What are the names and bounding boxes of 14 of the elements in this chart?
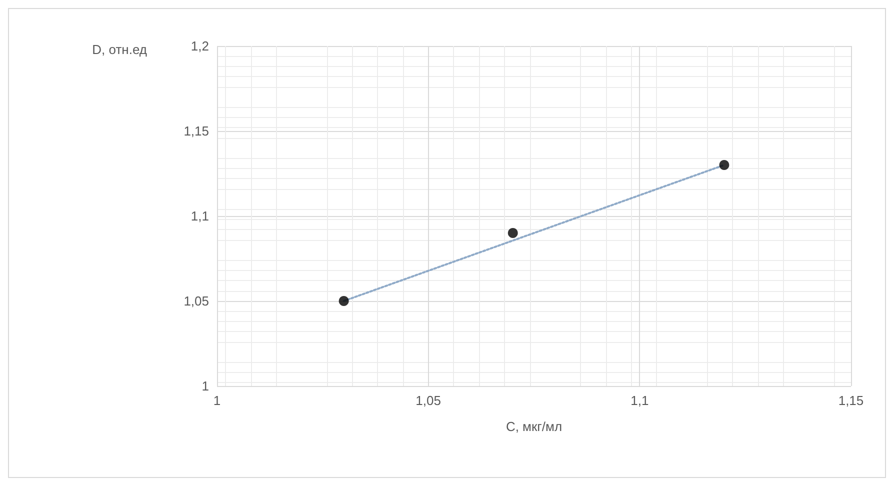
x-tick-label: 1 xyxy=(213,393,221,408)
y-tick-label: 1,15 xyxy=(184,124,209,138)
x-tick-label: 1,15 xyxy=(838,393,864,408)
y-tick-label: 1,2 xyxy=(190,38,209,54)
point xyxy=(508,228,518,238)
y-tick-label: 1 xyxy=(202,378,209,394)
point xyxy=(719,160,730,170)
y-tick-label: 1,05 xyxy=(184,294,209,308)
x-axis-title: C, мкг/мл xyxy=(506,419,562,434)
y-axis-title: D, отн.ед xyxy=(92,42,148,57)
x-tick-label: 1,1 xyxy=(630,393,649,408)
point xyxy=(338,296,349,306)
x-tick-label: 1,05 xyxy=(416,393,441,408)
y-tick-label: 1,1 xyxy=(190,208,209,224)
